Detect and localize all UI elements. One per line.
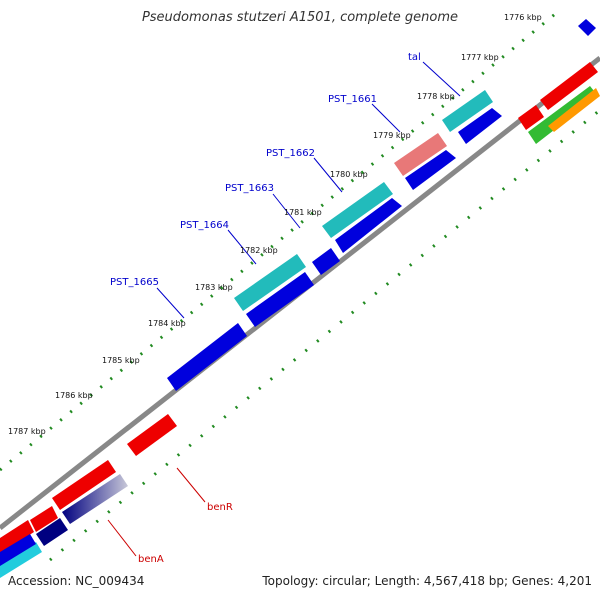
gene-block-benA bbox=[62, 474, 128, 524]
leader-benA bbox=[107, 519, 137, 557]
gene-block-blue-low bbox=[0, 534, 36, 566]
leader-pst1661 bbox=[371, 103, 401, 133]
map-title: Pseudomonas stutzeri A1501, complete gen… bbox=[141, 10, 459, 25]
inner-tick-ring bbox=[49, 108, 600, 562]
leader-pst1663 bbox=[272, 193, 301, 229]
gene-tracks bbox=[0, 19, 600, 578]
gene-block-benR bbox=[127, 414, 177, 456]
tick-labels: 1776 kbp 1777 kbp 1778 kbp 1779 kbp 1780… bbox=[8, 13, 542, 436]
gene-labels: tal PST_1661 PST_1662 PST_1663 PST_1664 … bbox=[110, 52, 421, 565]
gene-label-pst1664[interactable]: PST_1664 bbox=[180, 220, 229, 231]
gene-block-tal bbox=[442, 90, 493, 132]
tick-label-1783: 1783 kbp bbox=[195, 283, 233, 292]
leader-benR bbox=[176, 467, 206, 503]
gene-block-cyan-low bbox=[0, 542, 42, 578]
gene-block-red-low-1 bbox=[52, 460, 116, 510]
gene-block-navy bbox=[36, 518, 68, 546]
genome-summary: Topology: circular; Length: 4,567,418 bp… bbox=[262, 574, 592, 588]
gene-label-benR[interactable]: benR bbox=[207, 502, 233, 513]
outer-tick-ring bbox=[0, 8, 561, 472]
tick-label-1785: 1785 kbp bbox=[102, 356, 140, 365]
gene-block-red-low-3 bbox=[0, 520, 34, 554]
gene-block-blue-1 bbox=[458, 108, 502, 144]
leader-pst1664 bbox=[227, 229, 257, 265]
tick-label-1781: 1781 kbp bbox=[284, 208, 322, 217]
accession-label: Accession: NC_009434 bbox=[8, 574, 145, 588]
gene-block-blue-top bbox=[578, 19, 596, 36]
tick-label-1780: 1780 kbp bbox=[330, 170, 368, 179]
gene-label-pst1665[interactable]: PST_1665 bbox=[110, 277, 159, 288]
tick-label-1777: 1777 kbp bbox=[461, 53, 499, 62]
tick-label-1778: 1778 kbp bbox=[417, 92, 455, 101]
leader-tal bbox=[422, 61, 461, 97]
tick-label-1776: 1776 kbp bbox=[504, 13, 542, 22]
gene-block-blue-6 bbox=[167, 323, 247, 391]
leader-pst1662 bbox=[313, 157, 343, 193]
gene-block-pst1664 bbox=[234, 254, 306, 311]
leader-pst1665 bbox=[156, 287, 185, 319]
gene-block-blue-2 bbox=[405, 150, 456, 190]
gene-label-pst1662[interactable]: PST_1662 bbox=[266, 148, 315, 159]
gene-block-pst1661 bbox=[394, 133, 447, 176]
gene-block-blue-3 bbox=[335, 198, 402, 253]
tick-label-1779: 1779 kbp bbox=[373, 131, 411, 140]
gene-block-orange-right bbox=[548, 88, 600, 132]
tick-label-1784: 1784 kbp bbox=[148, 319, 186, 328]
gene-label-benA[interactable]: benA bbox=[138, 554, 164, 565]
gene-block-blue-4 bbox=[312, 248, 340, 275]
gene-block-pst1662 bbox=[322, 182, 393, 238]
gene-label-pst1663[interactable]: PST_1663 bbox=[225, 183, 274, 194]
gene-leader-lines bbox=[107, 61, 461, 557]
gene-label-tal[interactable]: tal bbox=[408, 52, 421, 63]
gene-block-blue-5 bbox=[246, 272, 314, 327]
tick-label-1787: 1787 kbp bbox=[8, 427, 46, 436]
gene-block-red-right-2 bbox=[518, 105, 544, 130]
gene-label-pst1661[interactable]: PST_1661 bbox=[328, 94, 377, 105]
tick-label-1782: 1782 kbp bbox=[240, 246, 278, 255]
gene-block-red-low-2 bbox=[30, 506, 58, 532]
gene-block-red-right-1 bbox=[540, 62, 598, 110]
tick-label-1786: 1786 kbp bbox=[55, 391, 93, 400]
